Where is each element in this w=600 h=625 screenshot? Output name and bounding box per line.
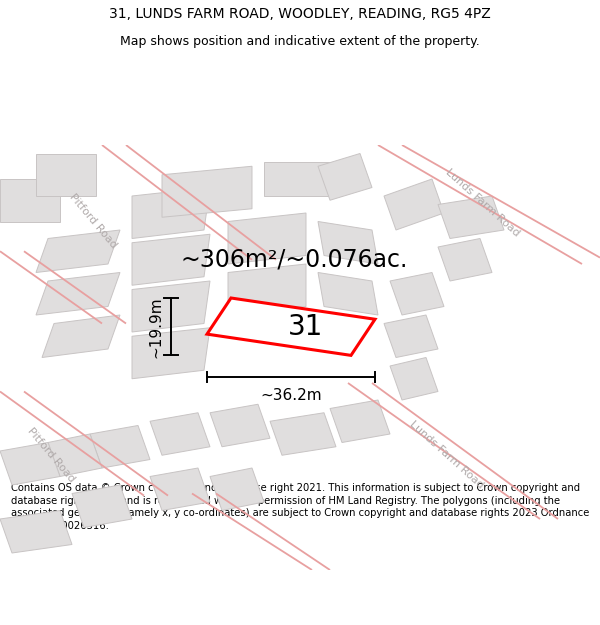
Polygon shape — [270, 412, 336, 455]
Polygon shape — [438, 239, 492, 281]
Polygon shape — [0, 442, 60, 485]
Polygon shape — [318, 154, 372, 200]
Polygon shape — [207, 298, 375, 356]
Polygon shape — [330, 400, 390, 442]
Polygon shape — [318, 221, 378, 264]
Polygon shape — [228, 264, 306, 315]
Polygon shape — [318, 272, 378, 315]
Polygon shape — [264, 162, 342, 196]
Polygon shape — [36, 230, 120, 272]
Text: ~306m²/~0.076ac.: ~306m²/~0.076ac. — [181, 248, 407, 272]
Text: 31, LUNDS FARM ROAD, WOODLEY, READING, RG5 4PZ: 31, LUNDS FARM ROAD, WOODLEY, READING, R… — [109, 7, 491, 21]
Polygon shape — [438, 196, 504, 239]
Polygon shape — [36, 272, 120, 315]
Polygon shape — [132, 234, 210, 285]
Text: Contains OS data © Crown copyright and database right 2021. This information is : Contains OS data © Crown copyright and d… — [11, 483, 589, 531]
Polygon shape — [72, 485, 132, 528]
Polygon shape — [210, 404, 270, 447]
Polygon shape — [42, 315, 120, 358]
Text: Pitford Road: Pitford Road — [25, 426, 77, 484]
Polygon shape — [36, 154, 96, 196]
Text: Lunds Farm Road: Lunds Farm Road — [444, 167, 522, 238]
Polygon shape — [384, 179, 444, 230]
Polygon shape — [162, 166, 252, 217]
Polygon shape — [132, 281, 210, 332]
Polygon shape — [150, 412, 210, 455]
Text: Pitford Road: Pitford Road — [67, 192, 119, 251]
Text: Lunds Farm Road: Lunds Farm Road — [408, 419, 486, 491]
Polygon shape — [228, 213, 306, 264]
Text: Map shows position and indicative extent of the property.: Map shows position and indicative extent… — [120, 35, 480, 48]
Polygon shape — [210, 468, 264, 511]
Polygon shape — [384, 315, 438, 358]
Polygon shape — [90, 426, 150, 468]
Polygon shape — [0, 511, 72, 553]
Polygon shape — [132, 188, 210, 239]
Text: ~19.9m: ~19.9m — [148, 296, 163, 358]
Text: 31: 31 — [289, 312, 323, 341]
Polygon shape — [0, 179, 60, 221]
Polygon shape — [48, 434, 102, 476]
Polygon shape — [390, 272, 444, 315]
Polygon shape — [132, 328, 210, 379]
Polygon shape — [150, 468, 210, 511]
Text: ~36.2m: ~36.2m — [260, 388, 322, 403]
Polygon shape — [390, 357, 438, 400]
